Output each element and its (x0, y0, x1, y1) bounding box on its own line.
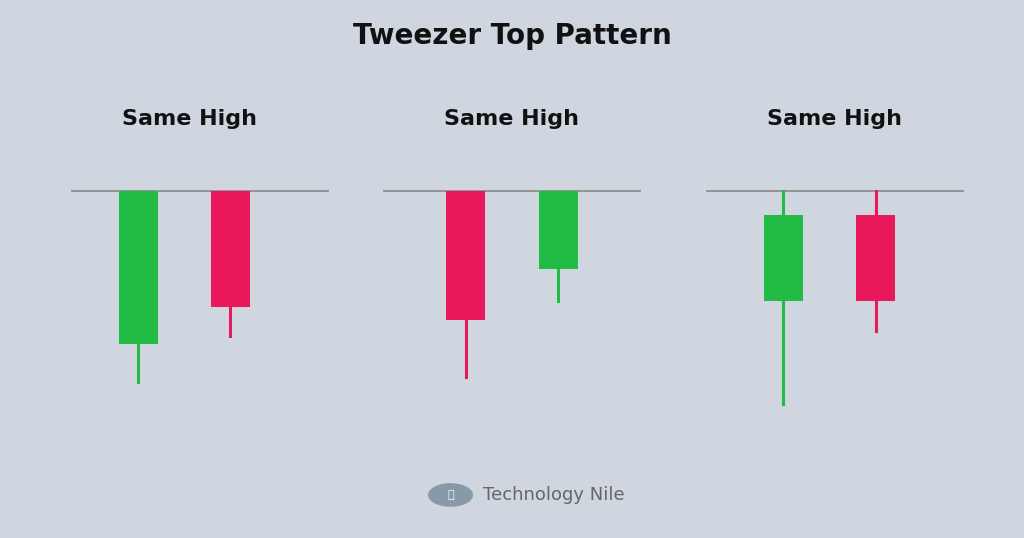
Bar (539, 191, 578, 269)
Bar (119, 191, 158, 344)
Circle shape (428, 483, 473, 507)
Text: Technology Nile: Technology Nile (483, 486, 625, 504)
Bar (446, 191, 485, 320)
Text: Same High: Same High (767, 109, 902, 129)
Text: Same High: Same High (122, 109, 257, 129)
Bar (764, 215, 803, 301)
Text: 🐦: 🐦 (447, 490, 454, 500)
Text: Tweezer Top Pattern: Tweezer Top Pattern (352, 22, 672, 49)
Bar (211, 191, 250, 307)
Bar (856, 215, 895, 301)
Text: Same High: Same High (444, 109, 580, 129)
